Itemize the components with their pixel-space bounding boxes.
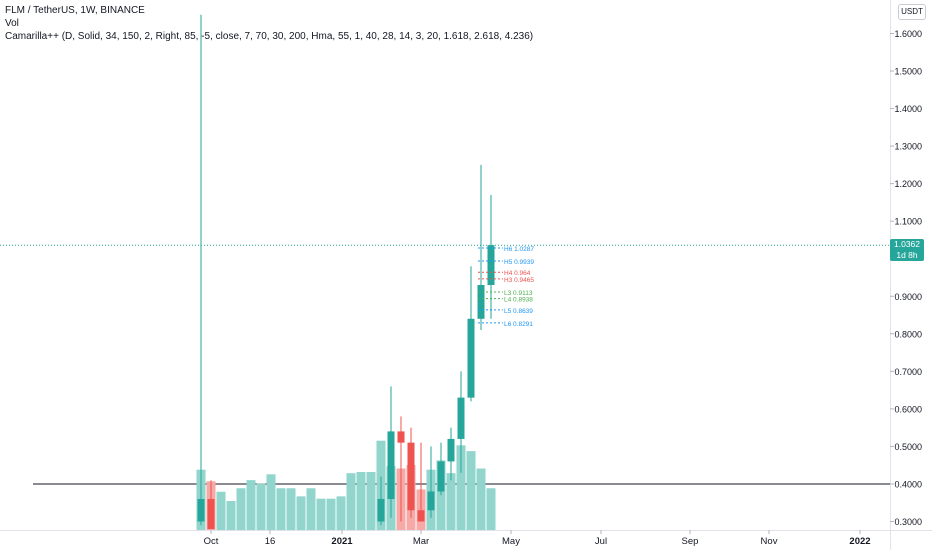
candle-body <box>437 461 445 492</box>
candle-body <box>427 491 435 511</box>
x-tick-label: Mar <box>413 536 429 547</box>
x-tick-label: Nov <box>761 536 778 547</box>
candle-body <box>377 498 385 522</box>
volume-bar <box>256 483 266 530</box>
y-tick-label: 0.7000 <box>894 367 922 377</box>
volume-bar <box>346 473 356 530</box>
volume-bar <box>456 445 466 530</box>
pivot-level-label: L4 0.8938 <box>504 297 533 304</box>
last-price-value: 1.0362 <box>894 239 920 249</box>
y-tick-label: 0.8000 <box>894 329 922 339</box>
x-tick-label: 16 <box>265 536 276 547</box>
candle-body <box>197 498 205 522</box>
currency-button[interactable]: USDT <box>898 4 926 20</box>
symbol-title[interactable]: FLM / TetherUS, 1W, BINANCE <box>5 5 145 16</box>
candle-body <box>397 431 405 443</box>
candle-body <box>487 245 495 286</box>
x-tick-label: Sep <box>682 536 699 547</box>
pivot-level-label: H5 0.9939 <box>504 259 534 266</box>
volume-bar <box>286 488 296 530</box>
volume-bar <box>266 474 276 530</box>
y-tick-label: 0.5000 <box>894 442 922 452</box>
bar-countdown: 1d 8h <box>896 250 918 260</box>
x-tick-label: Oct <box>204 536 219 547</box>
pivot-level-label: L5 0.8639 <box>504 308 533 315</box>
volume-bar <box>356 472 366 530</box>
pivot-level-label: L3 0.9113 <box>504 290 533 297</box>
candle-body <box>407 442 415 511</box>
candle-body <box>417 510 425 522</box>
volume-bar <box>296 496 306 530</box>
y-tick-label: 0.6000 <box>894 404 922 414</box>
camarilla-indicator-label[interactable]: Camarilla++ (D, Solid, 34, 150, 2, Right… <box>5 31 534 42</box>
volume-bar <box>226 501 236 530</box>
volume-bar <box>236 488 246 530</box>
volume-bar <box>216 491 226 530</box>
y-tick-label: 1.2000 <box>894 179 922 189</box>
pivot-level-label: H6 1.0287 <box>504 246 534 253</box>
y-tick-label: 1.5000 <box>894 67 922 77</box>
volume-bar <box>246 480 256 530</box>
y-tick-label: 0.3000 <box>894 517 922 527</box>
y-tick-label: 1.3000 <box>894 142 922 152</box>
candle-body <box>447 438 455 462</box>
volume-bar <box>326 498 336 530</box>
y-tick-label: 1.4000 <box>894 104 922 114</box>
volume-bar <box>306 488 316 530</box>
pivot-level-label: H3 0.9465 <box>504 277 534 284</box>
x-tick-label: 2021 <box>331 536 353 547</box>
pivot-level-label: H4 0.964 <box>504 270 531 277</box>
x-tick-label: Jul <box>595 536 607 547</box>
volume-bar <box>276 488 286 530</box>
volume-bar <box>466 451 476 530</box>
candle-body <box>467 318 475 398</box>
volume-bar <box>486 488 496 530</box>
volume-bar <box>446 473 456 530</box>
y-tick-label: 0.4000 <box>894 479 922 489</box>
candle-body <box>207 498 215 530</box>
y-tick-label: 0.9000 <box>894 292 922 302</box>
chart-legend: FLM / TetherUS, 1W, BINANCE Vol Camarill… <box>5 4 533 43</box>
volume-bar <box>316 498 326 530</box>
x-tick-label: 2022 <box>849 536 870 547</box>
last-price-tag: 1.0362 1d 8h <box>890 239 924 261</box>
x-tick-label: May <box>502 536 520 547</box>
volume-bar <box>336 496 346 530</box>
candle-body <box>457 397 465 439</box>
candle-body <box>387 431 395 499</box>
volume-bar <box>366 472 376 530</box>
y-tick-label: 1.1000 <box>894 217 922 227</box>
volume-indicator-label[interactable]: Vol <box>5 18 19 29</box>
candle-body <box>477 285 485 319</box>
volume-bar <box>476 468 486 530</box>
pivot-level-label: L6 0.8291 <box>504 321 533 328</box>
y-tick-label: 1.6000 <box>894 29 922 39</box>
